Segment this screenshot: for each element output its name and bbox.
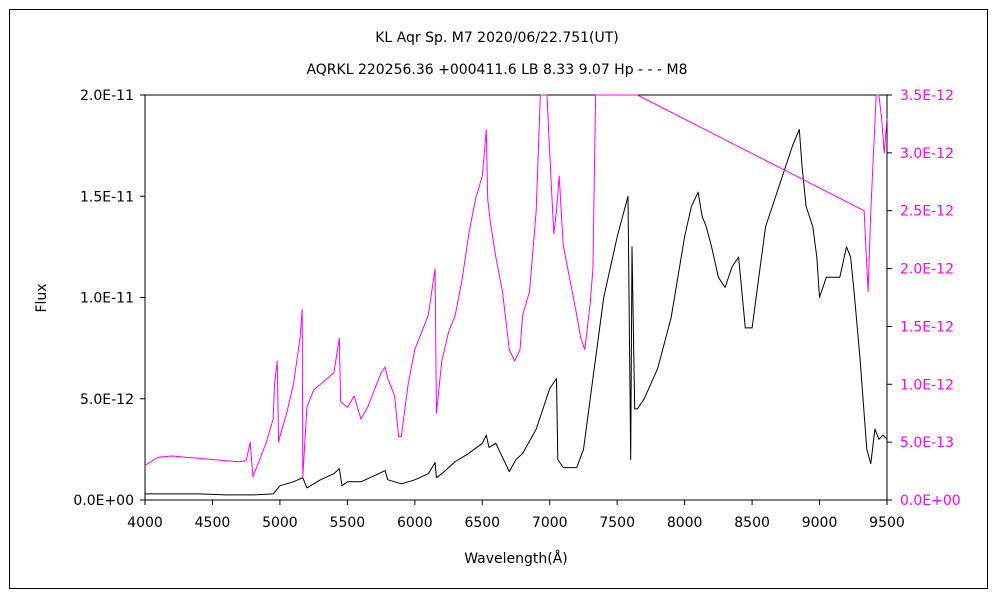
chart-subtitle: AQRKL 220256.36 +000411.6 LB 8.33 9.07 H… [306,62,687,78]
y-axis-label: Flux [34,283,50,312]
y2-tick-label: 2.0E-12 [900,262,954,278]
y2-axis-ticks: 0.0E+00 5.0E-13 1.0E-12 1.5E-12 2.0E-12 2.5E-… [887,88,961,509]
x-tick-label: 5000 [262,515,298,531]
x-tick-label: 5500 [330,515,366,531]
y2-tick-label: 2.5E-12 [900,204,954,220]
y2-tick-label: 5.0E-13 [900,435,954,451]
x-tick-label: 7000 [532,515,568,531]
plot-area [144,94,888,501]
x-tick-label: 4500 [195,515,231,531]
x-axis-label: Wavelength(Å) [464,550,568,567]
y-axis-ticks: 0.0E+00 5.0E-12 1.0E-11 1.5E-11 2.0E-11 [73,88,145,509]
y2-tick-label: 1.5E-12 [900,319,954,335]
chart-title: KL Aqr Sp. M7 2020/06/22.751(UT) [375,30,619,46]
y-tick-label: 5.0E-12 [80,392,134,408]
y-tick-label: 1.0E-11 [80,291,134,307]
y-tick-label: 2.0E-11 [80,88,134,104]
series-line-2 [144,94,888,478]
x-tick-label: 6000 [397,515,433,531]
x-tick-label: 6500 [464,515,500,531]
series-line-1 [145,128,888,496]
x-axis-ticks: 4000 4500 5000 5500 6000 6500 7000 7500 8000 8500… [127,500,905,531]
y-tick-label: 0.0E+00 [73,493,134,509]
chart-frame [9,9,988,589]
y2-tick-label: 0.0E+00 [900,493,961,509]
y2-tick-label: 1.0E-12 [900,377,954,393]
x-tick-label: 4000 [127,515,163,531]
x-tick-label: 9500 [869,515,905,531]
series-layer [144,94,888,496]
x-tick-label: 8000 [667,515,703,531]
x-tick-label: 7500 [599,515,635,531]
y2-tick-label: 3.0E-12 [900,146,954,162]
x-tick-label: 8500 [734,515,770,531]
y-tick-label: 1.5E-11 [80,189,134,205]
y2-tick-label: 3.5E-12 [900,88,954,104]
x-tick-label: 9000 [802,515,838,531]
